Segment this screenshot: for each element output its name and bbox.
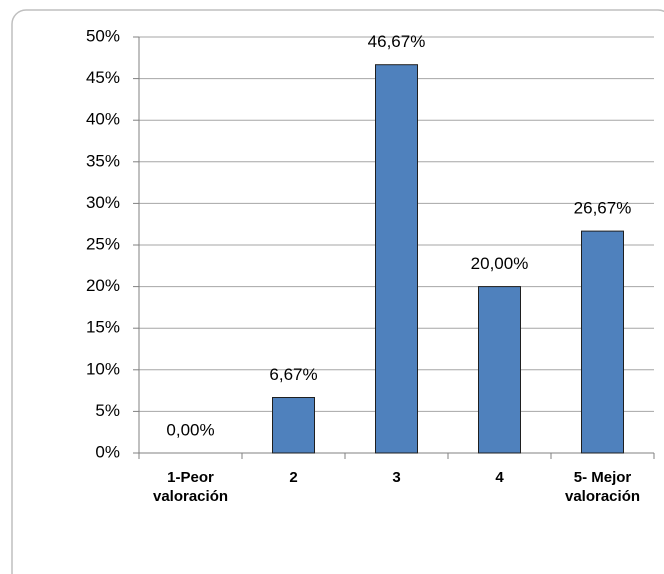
x-tick-label-line: 1-Peor	[167, 469, 214, 486]
y-tick-label: 10%	[86, 359, 120, 378]
x-tick-label-line: valoración	[153, 488, 228, 505]
data-label: 26,67%	[574, 199, 632, 218]
bar	[272, 397, 315, 454]
x-tick-label: 2	[289, 469, 297, 486]
x-tick-label-line: 4	[495, 469, 504, 486]
bar	[375, 64, 418, 454]
x-tick-label-line: 5- Mejor	[574, 469, 632, 486]
bar	[478, 286, 521, 454]
y-tick-label: 25%	[86, 234, 120, 253]
y-tick-label: 5%	[95, 401, 120, 420]
bar	[581, 230, 624, 454]
x-tick-label-line: valoración	[565, 488, 640, 505]
data-label: 0,00%	[166, 420, 214, 439]
y-tick-label: 50%	[86, 26, 120, 45]
y-tick-label: 35%	[86, 151, 120, 170]
y-tick-label: 0%	[95, 442, 120, 461]
x-tick-label-line: 2	[289, 469, 297, 486]
y-tick-label: 45%	[86, 68, 120, 87]
y-tick-label: 40%	[86, 110, 120, 129]
x-tick-label-line: 3	[392, 469, 400, 486]
x-tick-label: 3	[392, 469, 400, 486]
data-label: 20,00%	[471, 254, 529, 273]
x-tick-label: 1-Peor valoración	[153, 469, 228, 505]
x-tick-label: 5- Mejor valoración	[565, 469, 640, 505]
data-label: 6,67%	[269, 365, 317, 384]
y-tick-label: 15%	[86, 318, 120, 337]
y-tick-label: 20%	[86, 276, 120, 295]
x-tick-label: 4	[495, 469, 504, 486]
y-tick-label: 30%	[86, 193, 120, 212]
data-label: 46,67%	[368, 32, 426, 51]
